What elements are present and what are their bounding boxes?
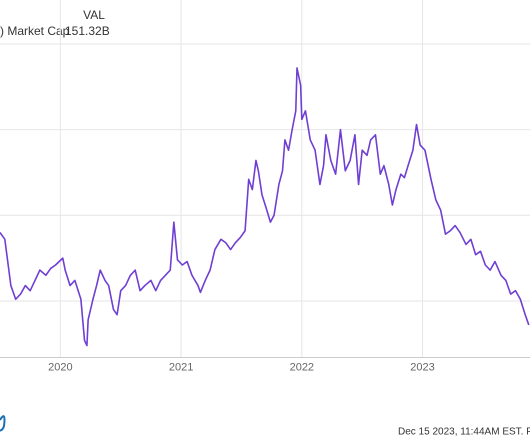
legend-label: ) Market Cap: [0, 24, 70, 38]
logo-mark: [0, 415, 6, 432]
line-series: [0, 67, 530, 347]
latest-value: 151.32B: [65, 24, 110, 38]
footer: Dec 15 2023, 11:44AM EST. Powered b: [398, 427, 530, 438]
logo: [0, 415, 6, 432]
chart-title: VAL: [83, 8, 105, 22]
x-tick-label: 2022: [290, 361, 314, 373]
x-tick-label: 2020: [48, 361, 72, 373]
x-tick-label: 2021: [169, 361, 193, 373]
x-tick-label: 2023: [410, 361, 434, 373]
